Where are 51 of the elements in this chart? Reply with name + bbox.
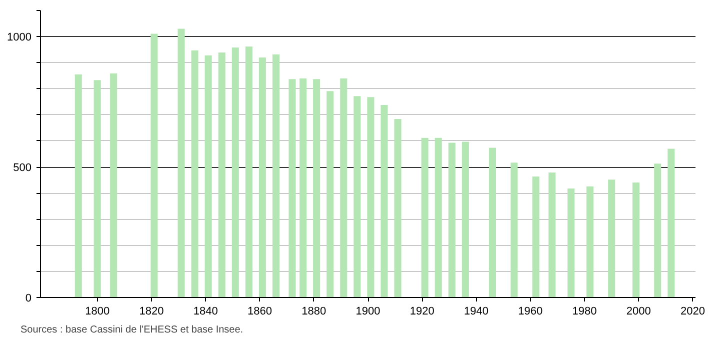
y-tick-label: 0 [25,292,32,304]
x-tick-label: 1900 [356,306,380,318]
bar [313,79,320,298]
x-tick-label: 1800 [85,306,110,318]
y-tick-label: 500 [13,162,32,174]
x-tick-label: 1880 [302,306,326,318]
bar [654,164,662,298]
bar [354,96,361,298]
bar [245,46,252,298]
bar [204,55,212,298]
bar [110,73,118,298]
x-tick-label: 1980 [572,306,597,318]
x-tick-label: 1820 [139,306,164,318]
bar [380,104,388,298]
bar [421,138,428,298]
x-tick-label: 1860 [248,306,272,318]
x-tick-label: 2000 [626,306,651,318]
bar [272,54,280,298]
bar [462,142,469,298]
bar [548,172,556,298]
bar [668,148,675,298]
bar [300,78,307,298]
bar [288,79,296,298]
bar [488,148,496,298]
x-tick-label: 2020 [680,306,706,318]
bar [532,176,540,298]
bar [326,91,334,298]
x-tick-label: 1920 [410,306,434,318]
bar [94,80,101,298]
x-tick-label: 1940 [464,306,489,318]
bar [586,186,594,298]
bar [367,97,374,298]
bar [150,34,158,298]
bar [218,52,226,298]
bar [394,119,402,298]
bar [434,138,442,298]
bar [608,180,616,298]
bar [510,162,518,298]
x-tick-label: 1960 [518,306,543,318]
y-tick-label: 1000 [7,32,32,44]
bar [567,188,575,298]
bar [74,74,82,298]
bar [178,28,185,298]
bar [258,57,266,298]
bar [632,182,640,298]
bar [340,78,348,298]
x-tick-label: 1840 [193,306,218,318]
bar [191,50,198,298]
source-note: Sources : base Cassini de l'EHESS et base Insee. [20,324,244,336]
bar [232,48,239,298]
bar [448,142,456,298]
